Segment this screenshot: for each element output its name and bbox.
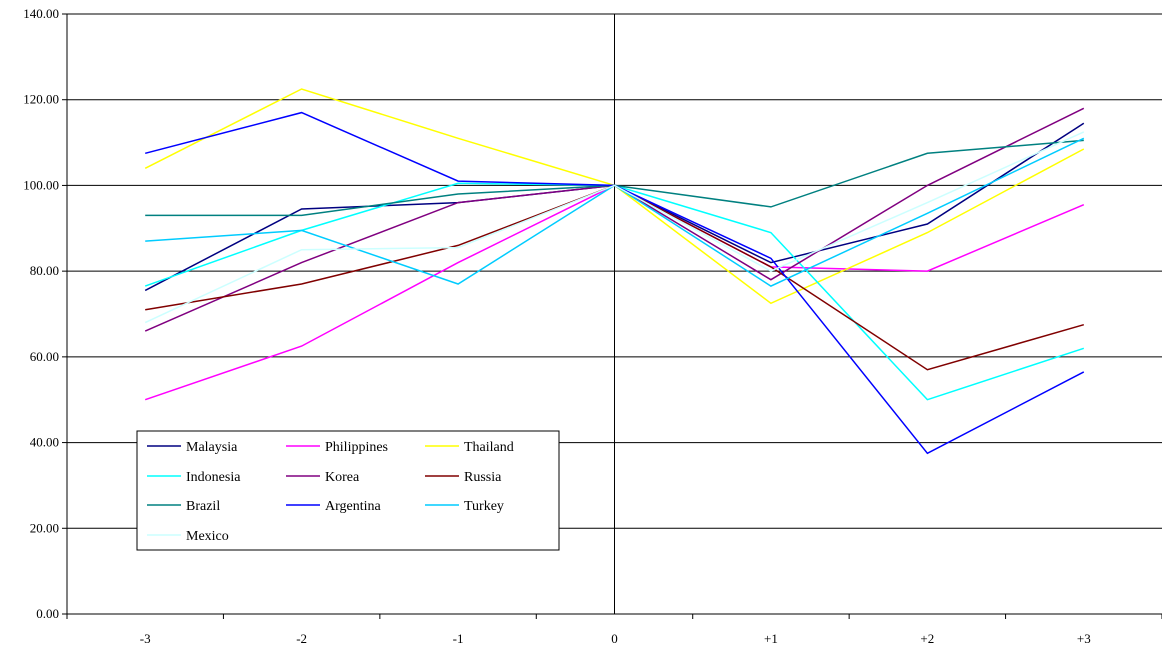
series-line-mexico [144,131,1085,324]
x-tick-label: +1 [764,631,778,646]
legend-label-indonesia: Indonesia [186,470,241,485]
legend-label-philippines: Philippines [325,440,388,455]
y-tick-label: 120.00 [23,92,59,107]
y-tick-label: 100.00 [23,177,59,192]
legend-label-argentina: Argentina [325,499,382,514]
y-tick-label: 60.00 [30,349,59,364]
legend-label-russia: Russia [464,470,502,485]
legend-label-thailand: Thailand [464,440,514,455]
x-tick-label: +3 [1077,631,1091,646]
x-tick-label: -3 [140,631,151,646]
axes: 0.00 20.00 40.00 60.00 80.00 100.00 120.00 140.… [23,6,1162,646]
legend-label-turkey: Turkey [464,499,504,514]
series-lines [144,88,1085,455]
x-tick-label: +2 [920,631,934,646]
legend: Malaysia Philippines Thailand Indonesia Kore… [136,430,560,551]
y-tick-label: 80.00 [30,263,59,278]
x-tick-label: -1 [453,631,464,646]
x-tick-label: -2 [296,631,307,646]
x-tick-label: 0 [611,631,618,646]
legend-label-mexico: Mexico [186,529,229,544]
legend-box [136,430,560,551]
legend-label-brazil: Brazil [186,499,220,514]
y-tick-label: 20.00 [30,520,59,535]
legend-label-malaysia: Malaysia [186,440,238,455]
legend-label-korea: Korea [325,470,360,485]
y-tick-label: 0.00 [36,606,59,621]
y-tick-label: 40.00 [30,435,59,450]
y-tick-label: 140.00 [23,6,59,21]
